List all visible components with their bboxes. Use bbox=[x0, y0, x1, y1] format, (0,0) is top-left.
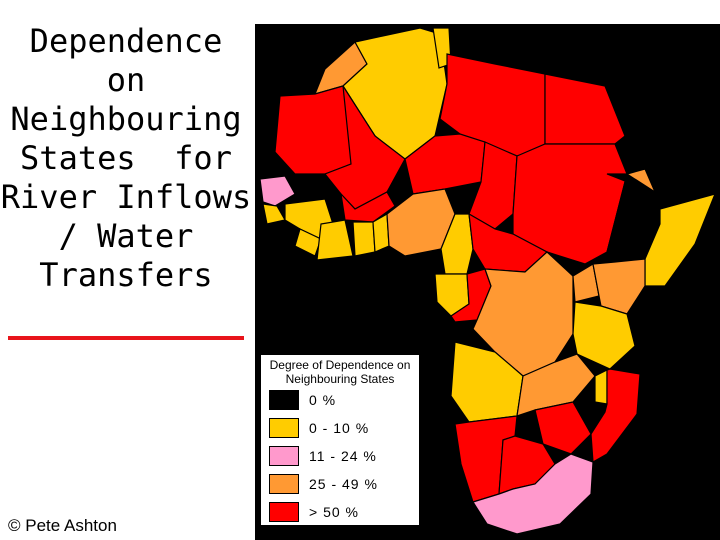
region-kenya bbox=[592, 258, 646, 315]
region-liberia bbox=[294, 228, 322, 257]
legend-label: 0 - 10 % bbox=[309, 420, 370, 436]
legend-label: 11 - 24 % bbox=[309, 448, 377, 464]
region-malawi bbox=[594, 369, 608, 405]
region-tanzania bbox=[572, 301, 636, 370]
title-line: / Water bbox=[58, 217, 194, 255]
legend-swatch bbox=[269, 502, 299, 522]
legend-item: 11 - 24 % bbox=[269, 445, 377, 467]
legend-item: 0 % bbox=[269, 389, 336, 411]
legend-swatch bbox=[269, 446, 299, 466]
region-zambia bbox=[516, 353, 596, 417]
africa-map-svg bbox=[259, 27, 717, 535]
region-somalia bbox=[625, 168, 657, 194]
legend-item: 0 - 10 % bbox=[269, 417, 369, 439]
copyright-credit: © Pete Ashton bbox=[8, 516, 117, 535]
region-senegal bbox=[259, 175, 296, 207]
region-somalia-horn bbox=[644, 193, 717, 287]
region-madagascar bbox=[656, 383, 688, 455]
legend-title-line: Degree of Dependence on bbox=[269, 358, 411, 372]
legend-label: 25 - 49 % bbox=[309, 476, 378, 492]
region-south-africa bbox=[472, 453, 594, 535]
legend-item: 25 - 49 % bbox=[269, 473, 378, 495]
title-line: Transfers bbox=[39, 256, 213, 294]
legend-swatch bbox=[269, 474, 299, 494]
region-guinea-bissau bbox=[262, 203, 286, 225]
legend-title-line: Neighbouring States bbox=[285, 372, 395, 386]
region-zimbabwe bbox=[534, 401, 592, 455]
map-legend: Degree of Dependence on Neighbouring Sta… bbox=[260, 354, 420, 526]
title-line: River Inflows bbox=[0, 178, 252, 216]
region-ghana bbox=[352, 221, 376, 257]
title-line: Dependence bbox=[29, 22, 223, 60]
title-line: Neighbouring bbox=[10, 100, 242, 138]
region-egypt bbox=[544, 73, 626, 145]
title-line: on bbox=[106, 61, 146, 99]
legend-label: > 50 % bbox=[309, 504, 359, 520]
region-ivory-coast bbox=[316, 219, 354, 261]
legend-swatch bbox=[269, 390, 299, 410]
legend-label: 0 % bbox=[309, 392, 337, 408]
legend-item: > 50 % bbox=[269, 501, 359, 523]
region-sudan bbox=[512, 143, 628, 265]
title-divider bbox=[8, 336, 244, 340]
title-line: States for bbox=[20, 139, 232, 177]
legend-swatch bbox=[269, 418, 299, 438]
legend-title: Degree of Dependence on Neighbouring Sta… bbox=[261, 358, 419, 386]
map-title: Dependence on Neighbouring States for Ri… bbox=[0, 22, 252, 295]
region-mozambique bbox=[590, 368, 641, 463]
